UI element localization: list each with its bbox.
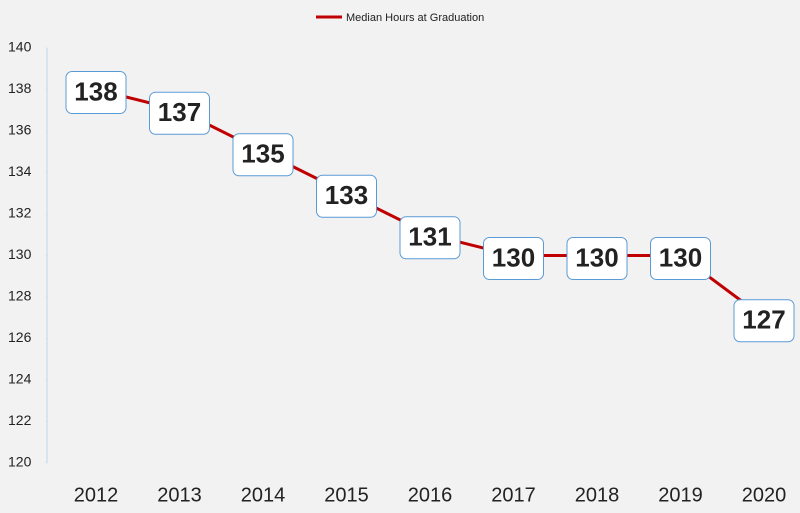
y-tick-label: 128 (8, 288, 32, 304)
data-label-box (316, 174, 377, 218)
y-tick-label: 124 (8, 371, 32, 387)
data-label: 131 (408, 222, 451, 252)
data-label-box (733, 299, 795, 343)
data-label: 133 (325, 180, 368, 210)
data-label-box (149, 91, 210, 135)
x-tick-label: 2018 (575, 484, 620, 506)
data-label: 135 (241, 139, 284, 169)
y-tick-label: 132 (8, 205, 32, 221)
y-tick-label: 130 (8, 246, 32, 262)
x-tick-label: 2014 (241, 484, 286, 506)
data-label-box (483, 237, 544, 280)
data-label: 127 (742, 305, 785, 335)
data-label-box (399, 216, 461, 260)
data-label: 138 (74, 76, 117, 106)
data-label: 137 (158, 97, 201, 127)
y-tick-label: 134 (8, 163, 32, 179)
x-tick-label: 2013 (157, 484, 202, 506)
y-tick-label: 136 (8, 122, 32, 138)
x-tick-label: 2017 (491, 484, 536, 506)
legend-label: Median Hours at Graduation (346, 12, 484, 24)
data-label: 130 (659, 242, 702, 272)
data-label: 130 (492, 242, 535, 272)
x-tick-label: 2015 (324, 484, 369, 506)
y-tick-label: 140 (8, 39, 32, 55)
x-tick-label: 2020 (742, 484, 787, 506)
data-label-box (232, 133, 294, 177)
y-tick-label: 138 (8, 80, 32, 96)
data-label-box (650, 237, 711, 280)
x-tick-label: 2012 (74, 484, 119, 506)
y-tick-label: 120 (8, 454, 32, 470)
data-label-box (65, 71, 127, 114)
data-label-box (566, 237, 628, 280)
y-tick-label: 122 (8, 412, 32, 428)
y-tick-label: 126 (8, 329, 32, 345)
data-label: 130 (575, 242, 618, 272)
x-tick-label: 2016 (408, 484, 453, 506)
x-tick-label: 2019 (658, 484, 703, 506)
